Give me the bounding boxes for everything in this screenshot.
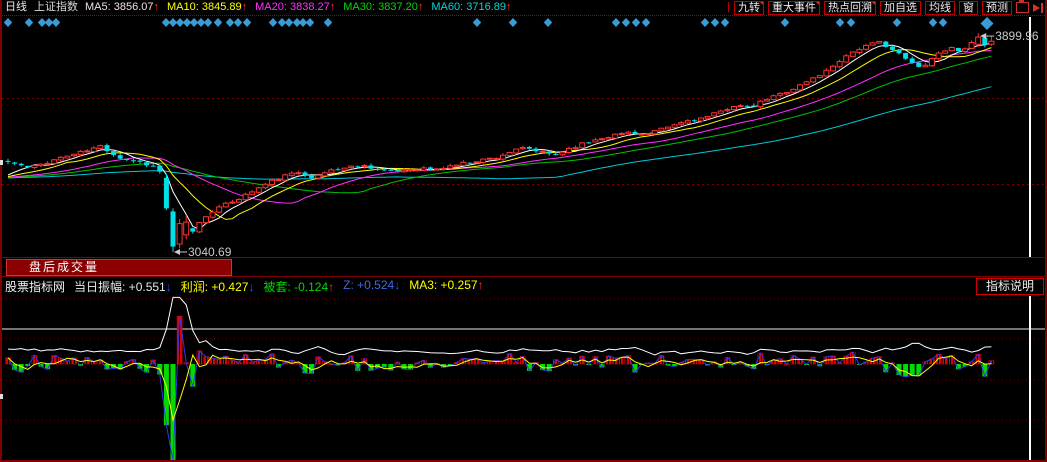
event-diamond-marker[interactable] [928, 18, 938, 27]
indicator-value-5: MA3: +0.257↑ [409, 277, 484, 292]
event-diamond-marker[interactable] [213, 18, 223, 27]
jump-right-icon[interactable] [1033, 2, 1043, 13]
event-diamond-marker[interactable] [631, 18, 641, 27]
ma-line-30 [7, 55, 992, 194]
indicator-value-3: 被套: -0.124↑ [263, 279, 335, 294]
event-diamond-marker[interactable] [242, 18, 252, 27]
separator: | [727, 1, 730, 13]
tool-button-list: 九转 重大事件 热点回溯 加自选 均线窗预测 [734, 0, 1012, 15]
panel-divider [0, 276, 1047, 277]
event-diamond-marker[interactable] [284, 18, 294, 27]
window-border-left [0, 0, 2, 462]
event-diamond-marker[interactable] [24, 18, 34, 27]
ma3-line-yellow [7, 353, 992, 422]
event-diamond-marker[interactable] [189, 18, 199, 27]
event-diamond-marker[interactable] [161, 18, 171, 27]
topbar-button-1[interactable]: 九转 [734, 0, 764, 15]
ma-line-10 [7, 47, 992, 220]
panel-divider [0, 257, 1047, 258]
event-diamond-marker[interactable] [175, 18, 185, 27]
period-label[interactable]: 日线 [5, 1, 27, 13]
ma-line-20 [7, 50, 992, 204]
event-diamond-marker[interactable] [233, 18, 243, 27]
peak-price-label: 3899.96 [995, 29, 1039, 43]
symbol-label[interactable]: 上证指数 [34, 1, 78, 13]
event-diamond-marker[interactable] [938, 18, 948, 27]
event-diamond-marker[interactable] [268, 18, 278, 27]
event-diamond-marker[interactable] [621, 18, 631, 27]
ma-line-5 [7, 42, 992, 230]
indicator-help-button[interactable]: 指标说明 [975, 278, 1044, 295]
ma-line-60 [7, 86, 992, 180]
topbar-button-2[interactable]: 重大事件 [768, 0, 820, 15]
topbar-button-5[interactable]: 均线 [925, 0, 955, 15]
event-diamond-marker[interactable] [305, 18, 315, 27]
indicator-value-list: 当日振幅: +0.551↓ 利润: +0.427↓ 被套: -0.124↑ Z: +0… [74, 278, 484, 295]
event-diamond-marker[interactable] [835, 18, 845, 27]
event-diamond-marker[interactable] [225, 18, 235, 27]
event-diamond-marker[interactable] [298, 18, 308, 27]
main-candlestick-chart[interactable]: 3899.96 3040.69 [0, 17, 1047, 258]
indicator-site-label: 股票指标网 [5, 279, 66, 294]
envelope-line-white [7, 296, 992, 356]
event-diamond-marker[interactable] [277, 18, 287, 27]
topbar-button-4[interactable]: 加自选 [880, 0, 921, 15]
topbar-button-6[interactable]: 窗 [959, 0, 978, 15]
top-bar-buttons: | 九转 重大事件 热点回溯 加自选 均线窗预测 [727, 0, 1043, 15]
event-diamond-marker[interactable] [168, 18, 178, 27]
indicator-value-4: Z: +0.524↓ [343, 277, 401, 292]
event-diamond-marker[interactable] [508, 18, 518, 27]
event-diamond-marker[interactable] [472, 18, 482, 27]
event-diamond-marker[interactable] [611, 18, 621, 27]
event-diamond-marker[interactable] [323, 18, 333, 27]
event-diamond-marker[interactable] [892, 18, 902, 27]
event-diamond-marker[interactable] [203, 18, 213, 27]
after-hours-volume-tab[interactable]: 盘后成交量 [6, 259, 232, 276]
indicator-oscillator-chart[interactable] [0, 296, 1047, 462]
top-bar: 日线 上证指数 MA5: 3856.07↑ MA10: 3845.89↑ MA20:… [0, 0, 1047, 16]
candles-group [5, 33, 995, 252]
top-bar-ma-legend: 日线 上证指数 MA5: 3856.07↑ MA10: 3845.89↑ MA20:… [5, 0, 512, 15]
event-diamond-marker[interactable] [3, 18, 13, 27]
left-scale-tick [0, 394, 3, 399]
left-scale-tick [0, 160, 3, 165]
event-diamond-marker[interactable] [710, 18, 720, 27]
event-diamond-marker[interactable] [543, 18, 553, 27]
trough-price-label: 3040.69 [188, 245, 232, 258]
event-diamond-marker[interactable] [37, 18, 47, 27]
event-diamond-marker[interactable] [846, 18, 856, 27]
event-diamond-marker[interactable] [780, 18, 790, 27]
event-diamond-marker[interactable] [292, 18, 302, 27]
signal-line-blue [7, 316, 992, 461]
event-diamond-marker-large[interactable] [980, 17, 994, 30]
event-diamond-marker[interactable] [51, 18, 61, 27]
window-border-right [1045, 0, 1047, 462]
topbar-button-7[interactable]: 预测 [982, 0, 1012, 15]
indicator-bars-group [5, 315, 995, 461]
topbar-button-3[interactable]: 热点回溯 [824, 0, 876, 15]
ma-value-ma30: MA30: 3837.20↑ [343, 1, 424, 13]
popout-icon[interactable] [1016, 0, 1029, 13]
ma-value-ma60: MA60: 3716.89↑ [431, 1, 512, 13]
indicator-header: 股票指标网 当日振幅: +0.551↓ 利润: +0.427↓ 被套: -0.124… [0, 277, 1047, 295]
event-diamond-marker[interactable] [44, 18, 54, 27]
event-diamond-marker[interactable] [700, 18, 710, 27]
event-marker-row [3, 17, 994, 30]
indicator-value-1: 当日振幅: +0.551↓ [74, 279, 172, 294]
ma-value-list: MA5: 3856.07↑ MA10: 3845.89↑ MA20: 3838.27… [85, 0, 512, 15]
ma-value-ma10: MA10: 3845.89↑ [167, 1, 248, 13]
event-diamond-marker[interactable] [641, 18, 651, 27]
ma-value-ma20: MA20: 3838.27↑ [255, 1, 336, 13]
event-diamond-marker[interactable] [182, 18, 192, 27]
event-diamond-marker[interactable] [196, 18, 206, 27]
event-diamond-marker[interactable] [720, 18, 730, 27]
ma-value-ma5: MA5: 3856.07↑ [85, 1, 159, 13]
indicator-value-2: 利润: +0.427↓ [180, 279, 255, 294]
